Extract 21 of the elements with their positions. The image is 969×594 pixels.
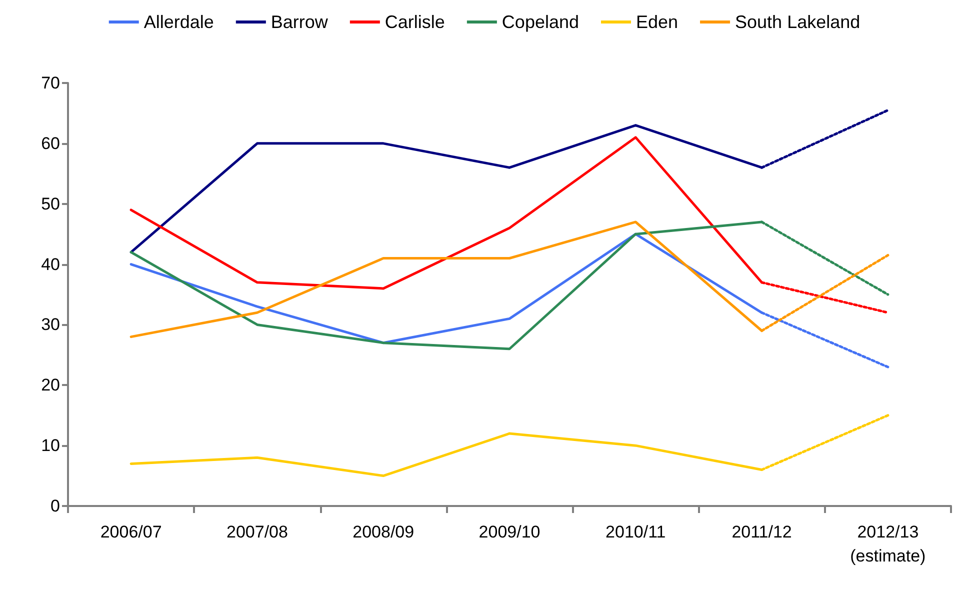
x-tick-label: 2011/12 (732, 522, 792, 542)
x-tick-label: 2010/11 (606, 522, 666, 542)
legend-label: Allerdale (144, 12, 214, 32)
y-tick-label: 70 (41, 74, 60, 92)
legend-label: Barrow (270, 12, 329, 32)
y-tick-label: 40 (41, 254, 60, 274)
y-tick-label: 10 (41, 436, 60, 456)
x-tick-label: 2009/10 (478, 522, 540, 542)
x-tick-label: 2006/07 (100, 522, 162, 542)
y-tick-label: 50 (41, 194, 60, 214)
y-tick-label: 20 (41, 376, 60, 395)
legend-label: South Lakeland (735, 12, 860, 32)
legend-label: Eden (636, 12, 678, 32)
y-tick-label: 60 (41, 134, 60, 153)
x-tick-label: 2007/08 (226, 522, 288, 542)
legend-label: Copeland (502, 12, 579, 32)
legend-label: Carlisle (384, 12, 445, 32)
y-tick-label: 30 (41, 315, 60, 334)
x-tick-label: 2008/09 (352, 522, 414, 542)
y-tick-label: 0 (50, 496, 60, 516)
x-tick-label: 2012/13 (estimate) (850, 522, 926, 566)
